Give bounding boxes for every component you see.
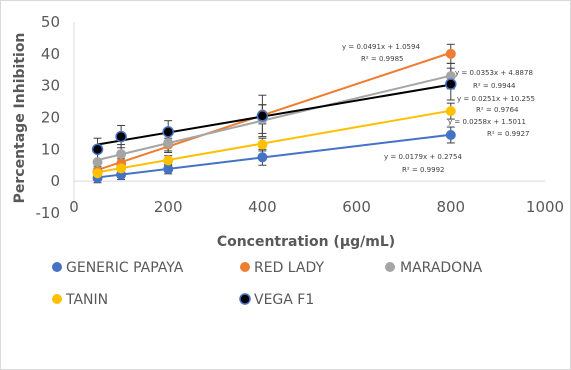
x-tick-labels: 0 200 400 600 800 1000 <box>69 198 564 216</box>
legend-label-maradona: MARADONA <box>400 260 483 276</box>
r2-red-lady: R² = 0.9985 <box>361 55 403 63</box>
legend-marker-vega-f1 <box>239 293 251 305</box>
legend-label-tanin: TANIN <box>65 292 108 308</box>
legend-marker-red-lady <box>240 262 250 272</box>
data-point-tanin <box>116 163 127 174</box>
r2-maradona: R² = 0.9944 <box>473 82 516 90</box>
legend-item-maradona: MARADONA <box>385 260 483 276</box>
x-tick-label: 400 <box>248 198 277 216</box>
data-point-generic-papaya <box>445 130 456 141</box>
y-tick-label: 10 <box>41 140 60 158</box>
data-point-generic-papaya <box>163 164 174 175</box>
trendline-red-lady <box>97 51 452 171</box>
data-point-tanin <box>163 155 174 166</box>
y-tick-labels: -10 0 10 20 30 40 50 <box>36 13 61 222</box>
x-tick-label: 1000 <box>526 198 564 216</box>
r2-tanin: R² = 0.9927 <box>487 130 529 138</box>
y-tick-label: 50 <box>41 13 60 31</box>
equation-vega-f1: y = 0.0251x + 10.255 <box>457 95 535 103</box>
data-point-red-lady <box>445 48 456 59</box>
y-tick-label: 0 <box>50 172 60 190</box>
y-axis-title: Percentage Inhibition <box>12 33 28 204</box>
y-tick-label: 40 <box>41 45 60 63</box>
data-point-vega-f1 <box>445 78 457 90</box>
trendline-vega-f1 <box>97 83 451 146</box>
data-point-maradona <box>92 157 103 168</box>
data-point-vega-f1 <box>91 143 104 156</box>
equation-tanin: y = 0.0258x + 1.5011 <box>448 118 526 126</box>
trendlines <box>97 51 452 179</box>
data-point-maradona <box>116 149 127 160</box>
equation-generic-papaya: y = 0.0179x + 0.2754 <box>384 153 462 161</box>
y-tick-label: -10 <box>36 204 61 222</box>
trendline-tanin <box>97 109 451 174</box>
legend-item-tanin: TANIN <box>52 292 108 308</box>
legend-label-red-lady: RED LADY <box>254 260 325 276</box>
legend-marker-generic-papaya <box>52 262 62 272</box>
x-tick-label: 600 <box>342 198 371 216</box>
data-point-tanin <box>257 139 268 150</box>
trendline-maradona <box>97 74 452 161</box>
trendline-equations: y = 0.0491x + 1.0594 R² = 0.9985 y = 0.0… <box>342 43 535 174</box>
legend-item-generic-papaya: GENERIC PAPAYA <box>52 260 184 276</box>
data-point-tanin <box>445 106 456 117</box>
data-point-vega-f1 <box>115 130 127 143</box>
legend-item-red-lady: RED LADY <box>240 260 325 276</box>
legend-label-vega-f1: VEGA F1 <box>254 292 314 308</box>
r2-generic-papaya: R² = 0.9992 <box>402 166 444 174</box>
legend-marker-tanin <box>52 294 62 304</box>
x-tick-label: 200 <box>154 198 183 216</box>
data-point-maradona <box>163 137 174 148</box>
error-bars <box>93 43 455 184</box>
x-tick-label: 0 <box>69 198 79 216</box>
data-point-tanin <box>92 168 103 179</box>
data-points <box>91 48 457 183</box>
data-point-maradona <box>445 71 456 82</box>
x-tick-label: 800 <box>436 198 465 216</box>
data-point-generic-papaya <box>257 152 268 163</box>
data-point-vega-f1 <box>256 110 269 122</box>
legend-label-generic-papaya: GENERIC PAPAYA <box>66 260 184 276</box>
legend-marker-maradona <box>385 262 395 272</box>
r2-vega-f1: R² = 0.9764 <box>476 106 519 114</box>
y-tick-label: 20 <box>41 109 60 127</box>
trendline-generic-papaya <box>97 133 451 179</box>
x-axis-title: Concentration (µg/mL) <box>217 234 395 250</box>
equation-red-lady: y = 0.0491x + 1.0594 <box>342 43 420 51</box>
legend-item-vega-f1: VEGA F1 <box>239 292 314 308</box>
data-point-vega-f1 <box>162 126 174 138</box>
y-tick-label: 30 <box>41 77 60 95</box>
equation-maradona: y = 0.0353x + 4.8878 <box>455 69 533 77</box>
axes <box>73 22 545 213</box>
legend: GENERIC PAPAYA RED LADY MARADONA TANIN V… <box>52 260 483 308</box>
